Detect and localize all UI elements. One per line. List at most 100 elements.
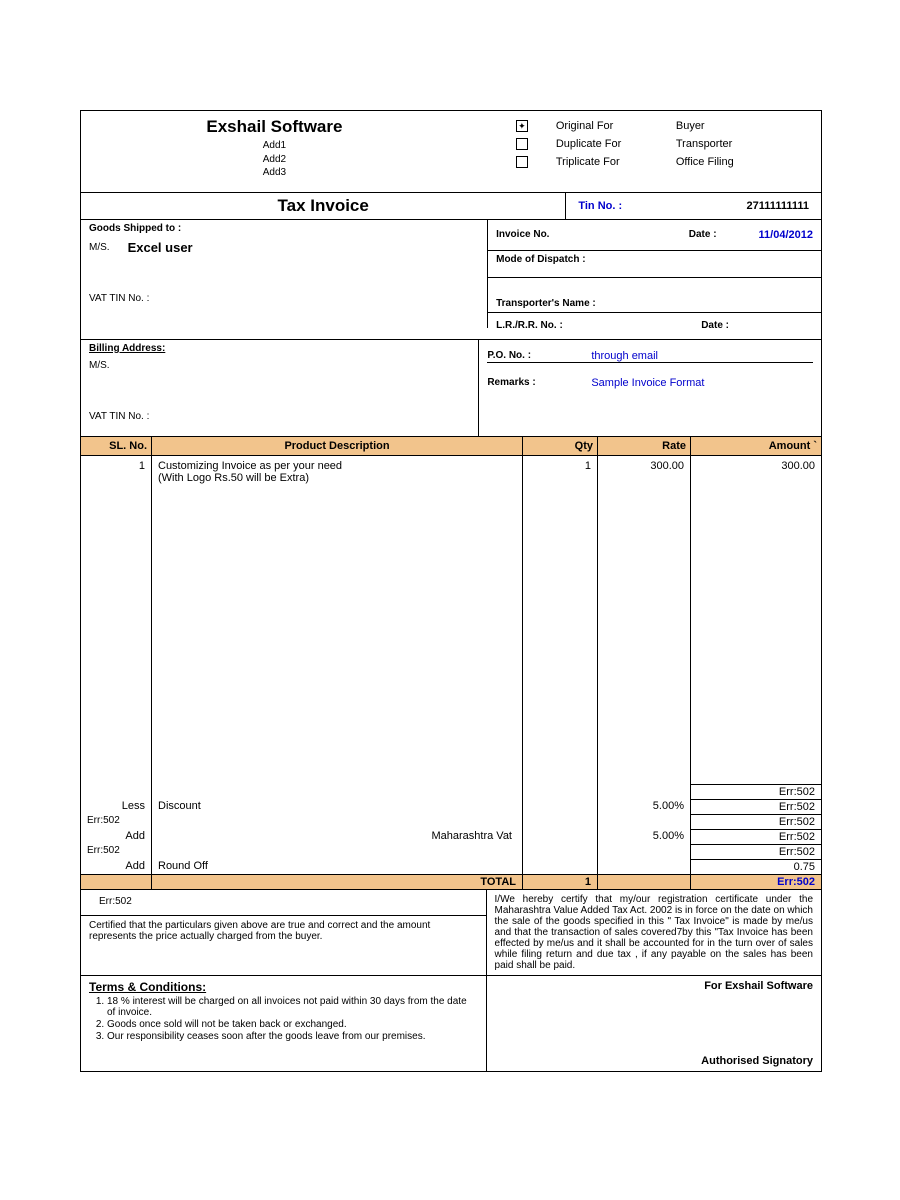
terms-block: Terms & Conditions: 18 % interest will b… [81, 976, 487, 1071]
ship-vat-label: VAT TIN No. : [81, 290, 487, 307]
less-label: Less [81, 799, 152, 814]
terms-signature-row: Terms & Conditions: 18 % interest will b… [81, 976, 821, 1071]
roundoff-label: Round Off [152, 859, 523, 874]
term-item: 18 % interest will be charged on all inv… [107, 996, 478, 1018]
cert-left: Err:502 Certified that the particulars g… [81, 890, 487, 975]
vat-row: Add Maharashtra Vat 5.00% Err:502 [81, 829, 821, 844]
cert-right-text: I/We hereby certify that my/our registra… [487, 890, 821, 975]
col-sl: SL. No. [81, 436, 152, 455]
billing-po: Billing Address: M/S. VAT TIN No. : P.O.… [81, 340, 821, 436]
terms-list: 18 % interest will be charged on all inv… [89, 996, 478, 1042]
line-items-table: SL. No. Product Description Qty Rate Amo… [81, 436, 821, 890]
copy-label: Triplicate For [556, 156, 676, 168]
col-qty: Qty [523, 436, 598, 455]
copy-original-row: ✦ Original For Buyer [476, 117, 813, 135]
company-addr: Add1 Add2 Add3 [89, 139, 460, 180]
po-block: P.O. No. : through email Remarks : Sampl… [479, 340, 821, 436]
addr-line-3: Add3 [263, 167, 286, 178]
vat-amt: Err:502 [691, 829, 822, 844]
tin-label: Tin No. : [578, 200, 622, 212]
invoice-no-row: Invoice No. Date : 11/04/2012 [488, 220, 821, 251]
adj-err: Err:502 [691, 784, 822, 799]
addr-line-2: Add2 [263, 154, 286, 165]
copy-label: Original For [556, 120, 676, 132]
invoice-meta-block: Invoice No. Date : 11/04/2012 Mode of Di… [488, 220, 821, 339]
copy-duplicate-row: Duplicate For Transporter [476, 135, 813, 153]
lr-date-label: Date : [701, 320, 729, 331]
letterhead: Exshail Software Add1 Add2 Add3 ✦ Origin… [81, 111, 821, 193]
total-amount: Err:502 [691, 874, 822, 889]
discount-amt: Err:502 [691, 799, 822, 814]
table-header-row: SL. No. Product Description Qty Rate Amo… [81, 436, 821, 455]
discount-row: Less Discount 5.00% Err:502 [81, 799, 821, 814]
billing-vat-label: VAT TIN No. : [81, 408, 478, 425]
adj-blank-row: Err:502 [81, 784, 821, 799]
vat-label: Maharashtra Vat [152, 829, 523, 844]
cell-desc: Customizing Invoice as per your need (Wi… [152, 455, 523, 784]
err-sl-row-2: Err:502 Err:502 [81, 844, 821, 859]
total-row: TOTAL 1 Err:502 [81, 874, 821, 889]
invoice-date-value: 11/04/2012 [759, 229, 813, 241]
copy-recipient: Office Filing [676, 156, 813, 168]
checkbox-icon: ✦ [516, 120, 528, 132]
copy-triplicate-row: Triplicate For Office Filing [476, 153, 813, 171]
cell-sl: 1 [81, 455, 152, 784]
sl-err: Err:502 [81, 814, 152, 829]
discount-rate: 5.00% [598, 799, 691, 814]
checkbox-icon [516, 138, 528, 150]
billing-block: Billing Address: M/S. VAT TIN No. : [81, 340, 479, 436]
discount-label: Discount [152, 799, 523, 814]
copy-recipient: Buyer [676, 120, 813, 132]
term-item: Goods once sold will not be taken back o… [107, 1019, 478, 1030]
cert-left-err: Err:502 [89, 894, 478, 915]
adjustments: Err:502 Less Discount 5.00% Err:502 Err:… [81, 784, 821, 889]
remarks-row: Remarks : Sample Invoice Format [487, 377, 813, 389]
add-label: Add [81, 829, 152, 844]
sl-err: Err:502 [81, 844, 152, 859]
adj-err: Err:502 [691, 844, 822, 859]
signature-block: For Exshail Software Authorised Signator… [487, 976, 821, 1071]
ship-to-block: Goods Shipped to : M/S. Excel user VAT T… [81, 220, 488, 328]
po-value: through email [591, 350, 658, 362]
copy-designation: ✦ Original For Buyer Duplicate For Trans… [468, 111, 821, 192]
total-label: TOTAL [152, 874, 523, 889]
err-sl-row-1: Err:502 Err:502 [81, 814, 821, 829]
col-desc: Product Description [152, 436, 523, 455]
desc-line-1: Customizing Invoice as per your need [158, 460, 516, 472]
po-label: P.O. No. : [487, 350, 567, 361]
invoice-no-label: Invoice No. [496, 229, 549, 240]
certification-row: Err:502 Certified that the particulars g… [81, 890, 821, 976]
term-item: Our responsibility ceases soon after the… [107, 1031, 478, 1042]
po-row: P.O. No. : through email [487, 350, 813, 363]
tin-value: 27111111111 [747, 200, 809, 212]
remarks-label: Remarks : [487, 377, 567, 388]
table-row: 1 Customizing Invoice as per your need (… [81, 455, 821, 784]
ship-heading: Goods Shipped to : [81, 220, 487, 237]
company-block: Exshail Software Add1 Add2 Add3 [81, 111, 468, 192]
cell-rate: 300.00 [598, 455, 691, 784]
adj-err: Err:502 [691, 814, 822, 829]
cell-amt: 300.00 [691, 455, 822, 784]
tin-cell: Tin No. : 27111111111 [566, 193, 821, 219]
ship-prefix: M/S. [89, 242, 110, 253]
addr-line-1: Add1 [263, 140, 286, 151]
roundoff-value: 0.75 [691, 859, 822, 874]
checkbox-icon [516, 156, 528, 168]
for-company: For Exshail Software [495, 980, 813, 992]
billing-prefix: M/S. [81, 357, 478, 374]
roundoff-row: Add Round Off 0.75 [81, 859, 821, 874]
ship-name: Excel user [128, 240, 193, 255]
total-qty: 1 [523, 874, 598, 889]
add-label: Add [81, 859, 152, 874]
invoice-document: Exshail Software Add1 Add2 Add3 ✦ Origin… [80, 110, 822, 1072]
col-amt: Amount ` [691, 436, 822, 455]
remarks-value: Sample Invoice Format [591, 377, 704, 389]
dispatch-label: Mode of Dispatch : [488, 251, 821, 278]
ship-name-row: M/S. Excel user [81, 237, 487, 258]
terms-heading: Terms & Conditions: [89, 980, 478, 994]
vat-rate: 5.00% [598, 829, 691, 844]
shipto-meta: Goods Shipped to : M/S. Excel user VAT T… [81, 220, 821, 340]
copy-label: Duplicate For [556, 138, 676, 150]
doc-title: Tax Invoice [81, 193, 566, 219]
col-rate: Rate [598, 436, 691, 455]
